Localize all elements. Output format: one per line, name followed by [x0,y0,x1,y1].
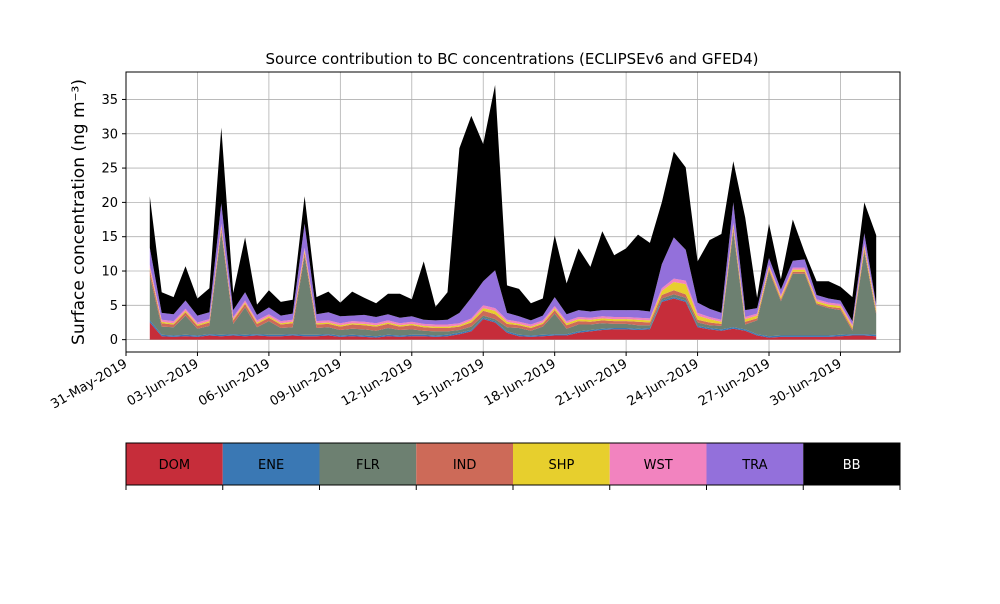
chart-title: Source contribution to BC concentrations… [265,50,758,68]
y-axis-label: Surface concentration (ng m⁻³) [69,79,89,345]
legend-swatch-wst [609,443,707,485]
legend-label-flr: FLR [356,458,380,473]
y-tick-label: 5 [110,299,118,314]
x-tick-label: 31-May-2019 [48,356,130,412]
area-flr [149,231,877,337]
x-tick-label: 24-Jun-2019 [625,356,702,409]
legend-label-wst: WST [644,458,673,473]
legend-swatch-tra [706,443,804,485]
area-tra [149,202,877,325]
legend-swatch-shp [513,443,610,485]
legend-label-ind: IND [453,458,477,473]
area-wst [149,223,877,327]
legend-swatch-ene [222,443,320,485]
y-tick-label: 30 [101,127,118,142]
x-tick-label: 21-Jun-2019 [553,356,630,409]
y-tick-label: 25 [101,162,118,177]
legend-colorbar: DOM ENE FLR IND SHP WST TRA BB [125,442,901,490]
y-tick-label: 35 [101,93,118,108]
y-tick-label: 15 [101,230,118,245]
legend-label-dom: DOM [159,458,190,473]
area-ind [149,227,877,332]
x-tick-label: 27-Jun-2019 [696,356,773,409]
x-tick-label: 15-Jun-2019 [410,356,487,409]
legend-swatch-flr [319,443,417,485]
x-tick-label: 18-Jun-2019 [482,356,559,409]
legend-label-tra: TRA [741,458,767,473]
area-dom [149,298,877,340]
y-tick-label: 20 [101,196,118,211]
legend-swatch-bb [803,443,900,485]
legend-swatch-dom [126,443,223,485]
legend-label-ene: ENE [258,458,284,473]
x-tick-label: 30-Jun-2019 [768,356,845,409]
x-tick-label: 06-Jun-2019 [196,356,273,409]
plot-area: 0 5 10 15 20 25 30 35 31-May-201903-Jun-201906-J… [48,71,901,412]
area-shp [149,225,877,329]
axes-frame [125,71,901,353]
x-tick-label: 03-Jun-2019 [125,356,202,409]
area-bb [149,85,877,322]
x-tick-label: 12-Jun-2019 [339,356,416,409]
legend-label-shp: SHP [548,458,574,473]
x-tick-label: 09-Jun-2019 [268,356,345,409]
legend-swatch-ind [416,443,513,485]
y-tick-label: 10 [101,265,118,280]
legend-label-bb: BB [843,458,861,473]
y-tick-label: 0 [110,333,118,348]
